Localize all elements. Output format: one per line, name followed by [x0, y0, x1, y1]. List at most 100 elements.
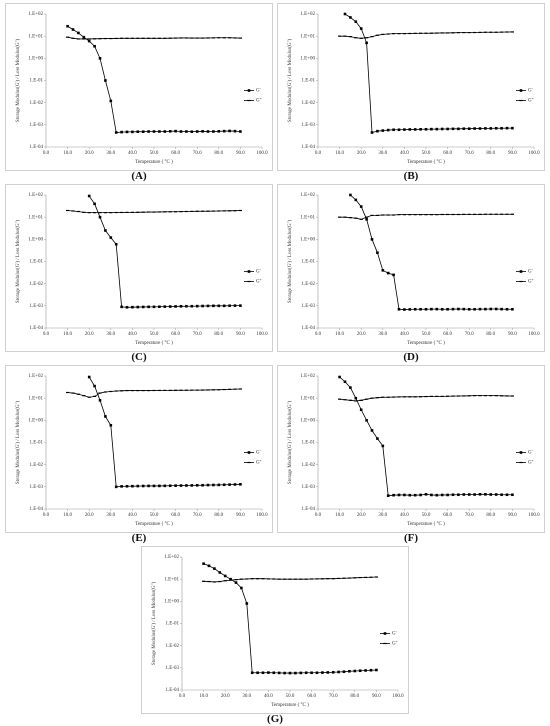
- marker: [223, 574, 227, 578]
- series-line: [344, 13, 513, 134]
- marker: [103, 212, 107, 214]
- marker: [494, 31, 498, 33]
- marker: [343, 399, 347, 401]
- marker: [174, 37, 178, 39]
- legend-label: G'': [528, 99, 534, 104]
- marker: [397, 128, 401, 132]
- x-tick-label: 50.0: [286, 694, 295, 699]
- marker: [195, 37, 199, 39]
- marker: [120, 130, 123, 134]
- marker: [66, 391, 70, 394]
- legend-marker: [383, 632, 387, 635]
- marker: [288, 578, 292, 580]
- marker: [342, 577, 346, 579]
- y-tick-label: 1.E+02: [300, 193, 315, 198]
- marker: [462, 127, 466, 130]
- marker: [403, 308, 406, 311]
- marker: [483, 395, 487, 397]
- marker: [419, 32, 423, 34]
- marker: [424, 493, 428, 496]
- marker: [429, 395, 433, 398]
- marker: [484, 307, 487, 311]
- marker: [358, 669, 362, 673]
- y-tick-label: 1.E-04: [302, 507, 316, 512]
- marker: [71, 37, 75, 39]
- x-axis-label: Temperature ( °C ): [407, 341, 445, 346]
- panel: 1.E-04 1.E-03 1.E-02 1.E-01 1.E+00 1.E+01 1.E+…: [141, 546, 409, 714]
- marker: [489, 395, 493, 397]
- marker: [109, 390, 113, 393]
- x-tick-label: 20.0: [85, 151, 94, 156]
- marker: [451, 395, 455, 397]
- marker: [365, 398, 369, 400]
- legend-label: G'': [528, 461, 534, 466]
- y-tick-label: 1.E-01: [302, 441, 316, 446]
- x-tick-label: 90.0: [372, 694, 381, 699]
- y-tick-label: 1.E+02: [28, 12, 43, 17]
- y-tick-label: 1.E-04: [302, 326, 316, 331]
- y-tick-label: 1.E+02: [28, 193, 43, 198]
- marker: [489, 213, 493, 215]
- marker: [168, 389, 172, 391]
- marker: [381, 129, 385, 132]
- marker: [331, 670, 335, 674]
- x-tick-label: 20.0: [85, 513, 94, 518]
- marker: [152, 484, 156, 488]
- marker: [114, 390, 118, 392]
- marker: [136, 389, 140, 392]
- marker: [179, 37, 183, 39]
- marker: [408, 493, 412, 497]
- marker: [483, 213, 487, 215]
- chart: 1.E-04 1.E-03 1.E-02 1.E-01 1.E+00 1.E+01 1.E+…: [288, 374, 540, 527]
- marker: [98, 392, 102, 394]
- y-tick-label: 1.E+02: [300, 374, 315, 379]
- marker: [500, 395, 504, 397]
- marker: [440, 307, 444, 311]
- marker: [131, 305, 134, 309]
- marker: [424, 307, 428, 311]
- marker: [473, 395, 477, 397]
- marker: [381, 396, 385, 398]
- marker: [212, 581, 216, 583]
- marker: [310, 671, 313, 675]
- x-tick-label: 20.0: [357, 513, 366, 518]
- marker: [435, 307, 439, 311]
- legend-label: G': [256, 89, 261, 94]
- marker: [179, 305, 183, 308]
- marker: [349, 386, 352, 389]
- marker: [413, 396, 417, 398]
- legend-marker: [519, 461, 523, 464]
- legend-marker: [519, 280, 523, 283]
- marker: [222, 210, 226, 212]
- marker: [304, 671, 308, 675]
- marker: [359, 37, 363, 39]
- y-tick-label: 1.E-02: [30, 282, 44, 287]
- y-tick-label: 1.E-04: [30, 507, 44, 512]
- x-tick-label: 90.0: [508, 151, 517, 156]
- chart: 1.E-04 1.E-03 1.E-02 1.E-01 1.E+00 1.E+01 1.E+…: [16, 12, 268, 165]
- marker: [202, 562, 205, 565]
- marker: [87, 375, 91, 379]
- marker: [358, 576, 362, 579]
- marker: [505, 213, 509, 215]
- marker: [136, 484, 140, 488]
- marker: [424, 127, 428, 131]
- marker: [141, 37, 145, 39]
- x-tick-label: 70.0: [465, 151, 474, 156]
- x-tick-label: 80.0: [486, 151, 495, 156]
- legend-marker: [519, 99, 523, 102]
- marker: [130, 211, 134, 213]
- legend-label: G': [256, 270, 261, 275]
- marker: [174, 389, 178, 391]
- marker: [489, 493, 493, 496]
- marker: [392, 33, 396, 35]
- marker: [190, 37, 194, 39]
- x-tick-label: 50.0: [422, 332, 431, 337]
- marker: [402, 214, 406, 216]
- x-tick-label: 10.0: [63, 151, 72, 156]
- marker: [233, 37, 237, 39]
- marker: [158, 130, 161, 133]
- marker: [386, 396, 390, 398]
- x-tick-label: 20.0: [357, 332, 366, 337]
- marker: [430, 493, 433, 497]
